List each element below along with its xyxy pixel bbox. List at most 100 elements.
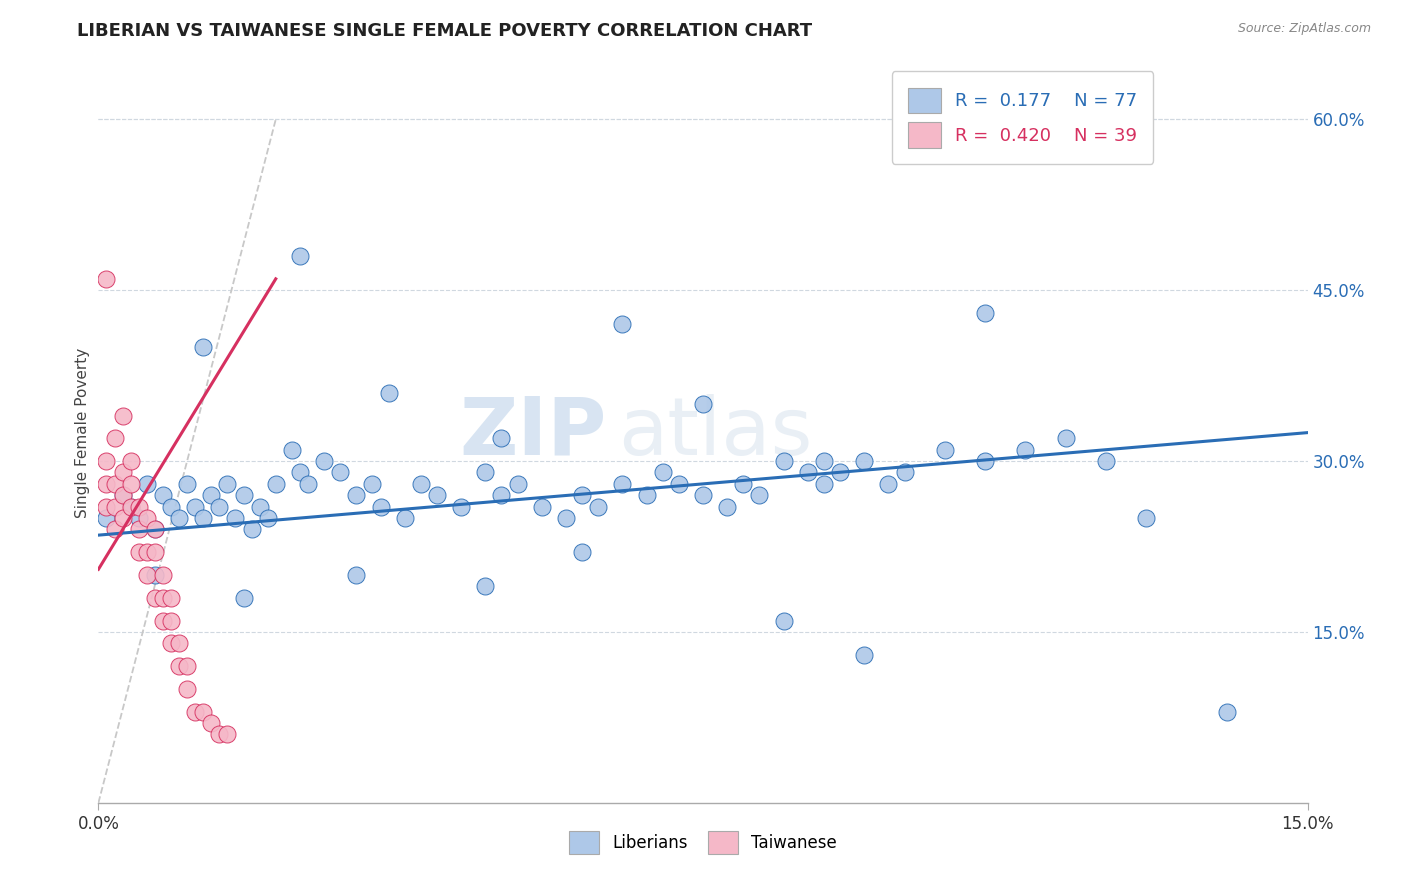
Point <box>152 614 174 628</box>
Point <box>651 466 673 480</box>
Point <box>103 500 125 514</box>
Point <box>474 466 496 480</box>
Point <box>450 500 472 514</box>
Point <box>370 500 392 514</box>
Point <box>264 476 287 491</box>
Point <box>96 476 118 491</box>
Point <box>143 591 166 605</box>
Point <box>772 614 794 628</box>
Point <box>208 500 231 514</box>
Point <box>135 545 157 559</box>
Point <box>128 545 150 559</box>
Point <box>160 500 183 514</box>
Point <box>668 476 690 491</box>
Point <box>772 454 794 468</box>
Point <box>555 511 578 525</box>
Point <box>409 476 432 491</box>
Point <box>96 272 118 286</box>
Point <box>297 476 319 491</box>
Point <box>893 466 915 480</box>
Text: atlas: atlas <box>619 393 813 472</box>
Point <box>103 431 125 445</box>
Point <box>184 705 207 719</box>
Point <box>586 500 609 514</box>
Point <box>160 614 183 628</box>
Point <box>128 511 150 525</box>
Point <box>135 568 157 582</box>
Point <box>193 511 215 525</box>
Point <box>135 511 157 525</box>
Point <box>612 476 634 491</box>
Point <box>288 249 311 263</box>
Point <box>256 511 278 525</box>
Point <box>506 476 529 491</box>
Point <box>160 636 183 650</box>
Point <box>176 659 198 673</box>
Point <box>152 488 174 502</box>
Point <box>120 454 142 468</box>
Point <box>111 511 134 525</box>
Point <box>344 488 367 502</box>
Point <box>103 523 125 537</box>
Point <box>530 500 553 514</box>
Point <box>692 488 714 502</box>
Point <box>377 385 399 400</box>
Point <box>96 500 118 514</box>
Point <box>314 454 336 468</box>
Point <box>1095 454 1118 468</box>
Point <box>111 466 134 480</box>
Text: LIBERIAN VS TAIWANESE SINGLE FEMALE POVERTY CORRELATION CHART: LIBERIAN VS TAIWANESE SINGLE FEMALE POVE… <box>77 22 813 40</box>
Point <box>200 488 222 502</box>
Point <box>474 579 496 593</box>
Point <box>135 476 157 491</box>
Point <box>1216 705 1239 719</box>
Point <box>288 466 311 480</box>
Point <box>143 523 166 537</box>
Point <box>217 476 239 491</box>
Point <box>281 442 304 457</box>
Point <box>152 568 174 582</box>
Point <box>361 476 384 491</box>
Point <box>249 500 271 514</box>
Point <box>111 488 134 502</box>
Point <box>612 318 634 332</box>
Point <box>491 431 513 445</box>
Point <box>240 523 263 537</box>
Point <box>193 340 215 354</box>
Legend: Liberians, Taiwanese: Liberians, Taiwanese <box>562 824 844 861</box>
Point <box>143 523 166 537</box>
Point <box>217 727 239 741</box>
Point <box>636 488 658 502</box>
Point <box>224 511 246 525</box>
Point <box>571 545 593 559</box>
Point <box>344 568 367 582</box>
Point <box>143 568 166 582</box>
Point <box>934 442 956 457</box>
Point <box>1135 511 1157 525</box>
Point <box>853 648 876 662</box>
Point <box>394 511 416 525</box>
Text: ZIP: ZIP <box>458 393 606 472</box>
Point <box>152 591 174 605</box>
Point <box>716 500 738 514</box>
Point <box>120 500 142 514</box>
Point <box>208 727 231 741</box>
Text: Source: ZipAtlas.com: Source: ZipAtlas.com <box>1237 22 1371 36</box>
Point <box>1014 442 1036 457</box>
Point <box>200 716 222 731</box>
Point <box>120 476 142 491</box>
Point <box>232 488 254 502</box>
Point <box>96 511 118 525</box>
Point <box>232 591 254 605</box>
Point <box>193 705 215 719</box>
Point <box>491 488 513 502</box>
Point <box>797 466 820 480</box>
Point <box>974 454 997 468</box>
Point <box>176 476 198 491</box>
Point <box>96 454 118 468</box>
Point <box>426 488 449 502</box>
Point <box>160 591 183 605</box>
Y-axis label: Single Female Poverty: Single Female Poverty <box>75 348 90 517</box>
Point <box>167 659 190 673</box>
Point <box>1054 431 1077 445</box>
